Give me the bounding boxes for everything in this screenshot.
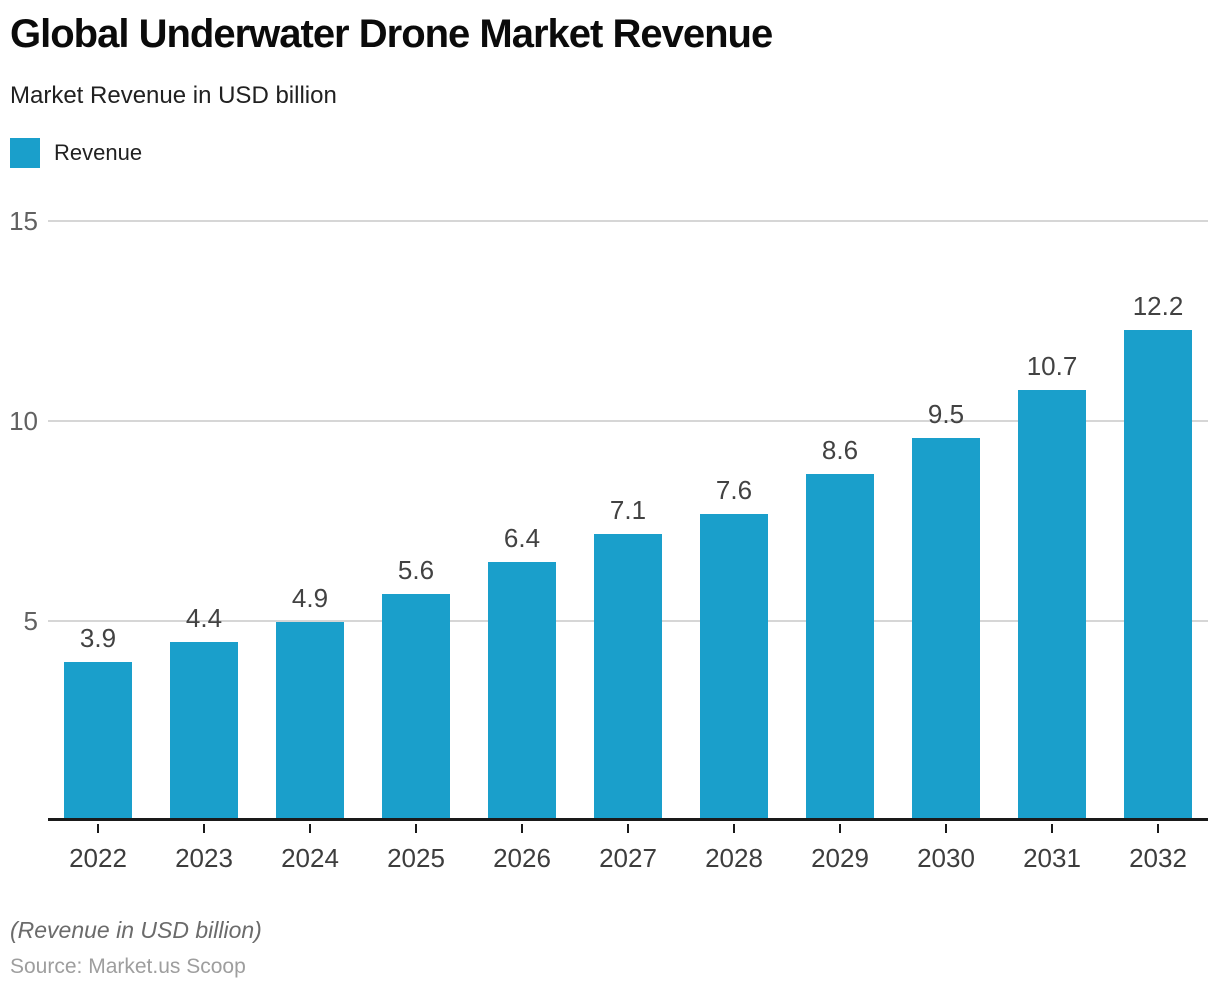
bar-value-label-2027: 7.1 [609,495,647,525]
x-axis-tick-2026 [521,824,523,833]
x-axis-label-2024: 2024 [281,843,339,873]
bar-value-label-2023: 4.4 [185,603,223,633]
bar-group-2025: 5.6 [382,555,450,818]
bar-value-label-2022: 3.9 [79,623,117,653]
bar-value-label-2025: 5.6 [397,555,435,585]
bar-group-2032: 12.2 [1124,291,1192,818]
bar-value-label-2030: 9.5 [927,399,965,429]
gridline-10 [48,420,1208,422]
x-axis-tick-2030 [945,824,947,833]
legend-swatch-revenue[interactable] [10,138,40,168]
x-axis-tick-2025 [415,824,417,833]
gridline-15 [48,220,1208,222]
bar-2026[interactable] [488,562,556,818]
bar-2027[interactable] [594,534,662,818]
bar-2031[interactable] [1018,390,1086,818]
x-axis-tick-2022 [97,824,99,833]
x-axis-label-2022: 2022 [69,843,127,873]
x-axis-label-2025: 2025 [387,843,445,873]
x-axis-tick-2023 [203,824,205,833]
bar-2025[interactable] [382,594,450,818]
bar-group-2026: 6.4 [488,523,556,818]
bar-value-label-2032: 12.2 [1132,291,1184,321]
bar-group-2023: 4.4 [170,603,238,818]
legend: Revenue [10,138,142,168]
bar-2022[interactable] [64,662,132,818]
bar-group-2030: 9.5 [912,399,980,818]
y-axis-label-15: 15 [9,206,38,236]
x-axis-label-2032: 2032 [1129,843,1187,873]
chart-title: Global Underwater Drone Market Revenue [10,12,773,56]
bar-group-2022: 3.9 [64,623,132,818]
legend-label-revenue[interactable]: Revenue [54,140,143,165]
x-axis-tick-2027 [627,824,629,833]
bar-2029[interactable] [806,474,874,818]
chart-footnote: (Revenue in USD billion) [10,917,262,943]
bar-group-2031: 10.7 [1018,351,1086,818]
x-axis-label-2023: 2023 [175,843,233,873]
bar-2030[interactable] [912,438,980,818]
bar-group-2028: 7.6 [700,475,768,818]
bar-2023[interactable] [170,642,238,818]
x-axis-label-2026: 2026 [493,843,551,873]
x-axis-tick-2029 [839,824,841,833]
chart-source: Source: Market.us Scoop [10,955,246,978]
bar-value-label-2031: 10.7 [1026,351,1078,381]
bar-value-label-2028: 7.6 [715,475,753,505]
x-axis-label-2028: 2028 [705,843,763,873]
bar-2032[interactable] [1124,330,1192,818]
x-axis-tick-2024 [309,824,311,833]
y-axis-label-10: 10 [9,406,38,436]
bar-value-label-2029: 8.6 [821,435,859,465]
x-axis-tick-2031 [1051,824,1053,833]
x-axis-label-2030: 2030 [917,843,975,873]
y-axis-label-5: 5 [23,606,38,636]
x-axis-tick-2028 [733,824,735,833]
bar-group-2024: 4.9 [276,583,344,818]
x-axis-label-2029: 2029 [811,843,869,873]
chart-subtitle: Market Revenue in USD billion [10,82,337,109]
bar-value-label-2024: 4.9 [291,583,329,613]
bar-value-label-2026: 6.4 [503,523,541,553]
x-axis-label-2031: 2031 [1023,843,1081,873]
plot-area: 3.9 2022 4.4 2023 4.9 2024 5.6 2025 6.4 2026 7.1 20… [48,220,1208,873]
x-axis-label-2027: 2027 [599,843,657,873]
bar-group-2027: 7.1 [594,495,662,818]
bar-2024[interactable] [276,622,344,818]
bar-2028[interactable] [700,514,768,818]
x-axis-tick-2032 [1157,824,1159,833]
bar-group-2029: 8.6 [806,435,874,818]
